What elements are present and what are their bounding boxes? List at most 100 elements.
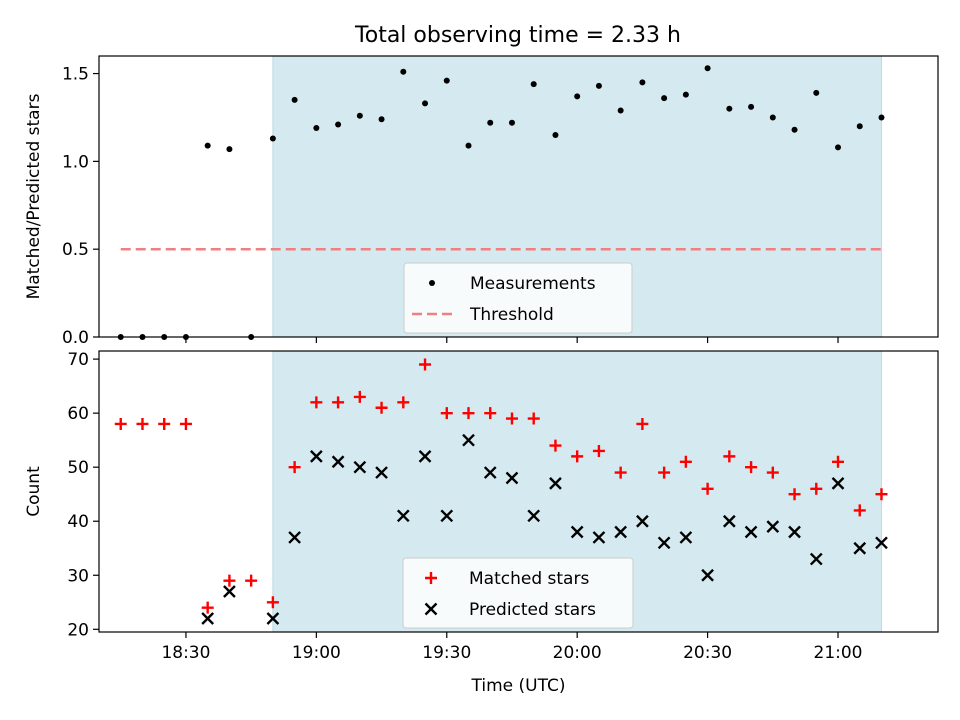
matched-star-point <box>462 407 475 420</box>
predicted-star-point <box>288 531 301 544</box>
measurement-point <box>682 91 689 98</box>
measurement-point <box>813 89 820 96</box>
predicted-star-point <box>527 509 541 523</box>
predicted-star-point <box>201 612 215 625</box>
measurement-point <box>313 125 320 132</box>
measurement-point <box>226 146 233 153</box>
matched-star-point <box>397 396 410 409</box>
legend-label: Matched stars <box>469 569 589 589</box>
matched-star-point <box>810 482 823 495</box>
predicted-star-point <box>570 525 584 539</box>
measurement-point <box>856 123 863 130</box>
matched-star-point <box>832 455 845 468</box>
matched-star-point <box>592 444 605 457</box>
predicted-star-point <box>375 466 388 479</box>
predicted-star-point <box>505 471 519 485</box>
measurement-point <box>269 135 276 142</box>
predicted-star-point <box>331 455 345 469</box>
matched-star-point <box>745 461 758 474</box>
matched-star-point <box>875 488 888 501</box>
predicted-star-point <box>788 525 801 539</box>
y-tick-label: 20 <box>67 620 89 640</box>
measurement-point <box>661 95 668 102</box>
legend-label: Measurements <box>470 274 596 294</box>
x-tick-label: 19:30 <box>422 643 471 663</box>
matched-star-point <box>679 455 692 468</box>
legend-box <box>402 557 634 629</box>
predicted-star-point <box>636 514 649 528</box>
legend-predicted-marker <box>424 602 438 616</box>
matched-star-point <box>788 488 801 501</box>
predicted-star-point <box>310 450 323 463</box>
measurement-point <box>791 126 798 133</box>
legend-measurement-marker <box>429 280 435 286</box>
plot-frame <box>98 350 939 633</box>
measurement-point <box>552 132 559 139</box>
predicted-star-point <box>614 525 628 539</box>
measurement-point <box>835 144 842 151</box>
matched-star-point <box>701 482 714 495</box>
matched-star-point <box>505 412 518 425</box>
predicted-star-point <box>418 450 432 463</box>
y-axis-label: Matched/Predicted stars <box>24 93 44 299</box>
matched-star-point <box>201 601 214 614</box>
measurement-point <box>726 105 733 112</box>
predicted-star-point <box>592 531 606 544</box>
predicted-star-point <box>722 514 736 528</box>
predicted-star-point <box>809 552 823 566</box>
top-panel: 0.0 0.5 1.0 1.5 Matched/Predicted stars Measu… <box>24 55 939 348</box>
matched-star-point <box>158 417 171 430</box>
measurement-point <box>465 142 472 149</box>
predicted-star-point <box>549 477 562 490</box>
measurement-point <box>378 116 385 123</box>
matched-star-point <box>766 466 779 479</box>
matched-star-point <box>332 396 345 409</box>
measurement-point <box>291 96 298 103</box>
x-axis-label: Time (UTC) <box>471 676 566 696</box>
predicted-star-point <box>462 433 475 447</box>
y-tick-label: 60 <box>67 404 89 424</box>
predicted-star-point <box>483 466 497 479</box>
predicted-star-point <box>875 536 888 550</box>
measurement-point <box>704 65 711 72</box>
measurement-point <box>595 82 602 89</box>
y-tick-label: 0.0 <box>62 328 89 348</box>
x-tick-label: 20:30 <box>683 643 732 663</box>
measurement-point <box>574 93 581 100</box>
matched-star-point <box>310 396 323 409</box>
y-tick-label: 30 <box>67 566 89 586</box>
matched-star-point <box>375 401 388 414</box>
measurement-point <box>443 77 450 84</box>
y-tick-label: 70 <box>67 350 89 370</box>
y-tick-label: 40 <box>67 512 89 532</box>
measurement-point <box>769 114 776 121</box>
measurement-point <box>508 119 515 126</box>
y-tick-label: 1.5 <box>62 65 89 85</box>
legend-label: Predicted stars <box>469 600 596 620</box>
matched-star-point <box>527 412 540 425</box>
matched-star-point <box>179 417 192 430</box>
measurement-point <box>487 119 494 126</box>
matched-star-point <box>245 574 258 587</box>
x-tick-label: 18:30 <box>161 643 210 663</box>
matched-star-point <box>723 450 736 463</box>
predicted-star-point <box>266 612 280 625</box>
matched-star-point <box>114 417 127 430</box>
matched-star-point <box>658 466 671 479</box>
y-axis-label: Count <box>24 466 44 517</box>
predicted-star-point <box>396 509 410 523</box>
chart-title: Total observing time = 2.33 h <box>354 23 681 48</box>
matched-star-point <box>136 417 149 430</box>
measurement-point <box>878 114 885 121</box>
measurement-point <box>530 81 537 88</box>
bottom-panel: 20 30 40 50 60 70 18:30 19:00 19:30 20:00 20:30 21:… <box>24 350 939 696</box>
y-tick-label: 1.0 <box>62 152 89 172</box>
predicted-star-point <box>440 509 454 523</box>
predicted-star-point <box>831 477 845 490</box>
predicted-star-point <box>701 568 714 582</box>
predicted-star-point <box>853 541 867 555</box>
measurement-point <box>748 103 755 110</box>
measurement-point <box>356 112 363 119</box>
legend-matched-marker <box>425 572 437 584</box>
